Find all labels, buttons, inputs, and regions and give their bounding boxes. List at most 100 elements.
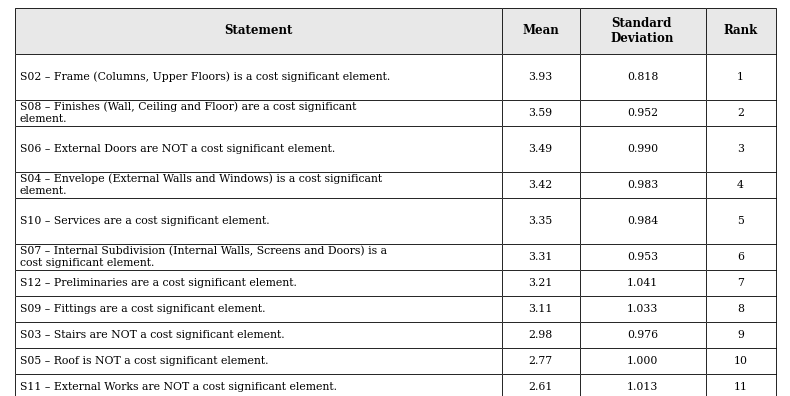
Text: 0.952: 0.952 [627,108,658,118]
Bar [705,100,776,126]
Text: 2.98: 2.98 [529,330,553,340]
Bar [14,54,502,100]
Bar [14,244,502,270]
Bar [705,8,776,54]
Text: S12 – Preliminaries are a cost significant element.: S12 – Preliminaries are a cost significa… [20,278,296,288]
Bar [502,100,580,126]
Bar [14,374,502,396]
Bar [14,374,502,396]
Text: 3.59: 3.59 [529,108,552,118]
Text: 11: 11 [733,382,747,392]
Bar [705,322,776,348]
Bar [580,296,705,322]
Text: S05 – Roof is NOT a cost significant element.: S05 – Roof is NOT a cost significant ele… [20,356,268,366]
Text: 3.93: 3.93 [529,72,553,82]
Bar [580,100,705,126]
Text: 8: 8 [737,304,744,314]
Bar [580,244,705,270]
Bar [14,296,502,322]
Text: S10 – Services are a cost significant element.: S10 – Services are a cost significant el… [20,216,269,226]
Text: 1: 1 [737,72,744,82]
Bar [580,126,705,172]
Bar [705,270,776,296]
Bar [580,322,705,348]
Bar [705,270,776,296]
Text: Standard
Deviation: Standard Deviation [611,17,674,45]
Bar [502,54,580,100]
Bar [502,126,580,172]
Bar [705,126,776,172]
Text: S08 – Finishes (Wall, Ceiling and Floor) are a cost significant
element.: S08 – Finishes (Wall, Ceiling and Floor)… [20,102,356,124]
Text: S04 – Envelope (External Walls and Windows) is a cost significant
element.: S04 – Envelope (External Walls and Windo… [20,174,382,196]
Bar [580,348,705,374]
Text: 3.35: 3.35 [529,216,553,226]
Text: 2.61: 2.61 [529,382,553,392]
Bar [580,296,705,322]
Bar [502,172,580,198]
Text: 1.041: 1.041 [627,278,658,288]
Text: 4: 4 [737,180,744,190]
Bar [705,100,776,126]
Text: Rank: Rank [724,25,758,38]
Text: 0.953: 0.953 [627,252,658,262]
Bar [580,54,705,100]
Bar [14,100,502,126]
Bar [14,126,502,172]
Bar [14,348,502,374]
Bar [502,296,580,322]
Bar [705,54,776,100]
Text: S11 – External Works are NOT a cost significant element.: S11 – External Works are NOT a cost sign… [20,382,337,392]
Text: Mean: Mean [522,25,559,38]
Text: 0.990: 0.990 [627,144,658,154]
Bar [502,348,580,374]
Text: 6: 6 [737,252,744,262]
Text: 0.983: 0.983 [627,180,658,190]
Bar [705,172,776,198]
Bar [705,244,776,270]
Text: 1.033: 1.033 [626,304,658,314]
Bar [705,296,776,322]
Bar [580,374,705,396]
Bar [14,198,502,244]
Bar [705,126,776,172]
Bar [502,244,580,270]
Bar [580,8,705,54]
Bar [705,374,776,396]
Text: 2.77: 2.77 [529,356,552,366]
Bar [502,198,580,244]
Text: Statement: Statement [224,25,292,38]
Bar [14,244,502,270]
Bar [580,198,705,244]
Bar [580,244,705,270]
Bar [580,270,705,296]
Bar [580,100,705,126]
Bar [580,172,705,198]
Bar [705,244,776,270]
Bar [580,270,705,296]
Text: S06 – External Doors are NOT a cost significant element.: S06 – External Doors are NOT a cost sign… [20,144,335,154]
Text: S07 – Internal Subdivision (Internal Walls, Screens and Doors) is a
cost signifi: S07 – Internal Subdivision (Internal Wal… [20,246,386,268]
Bar [705,172,776,198]
Bar [502,322,580,348]
Bar [14,270,502,296]
Bar [502,126,580,172]
Bar [580,8,705,54]
Bar [705,54,776,100]
Bar [502,374,580,396]
Bar [14,322,502,348]
Text: 0.976: 0.976 [627,330,658,340]
Bar [705,348,776,374]
Bar [502,8,580,54]
Text: 0.984: 0.984 [627,216,658,226]
Bar [705,198,776,244]
Bar [502,374,580,396]
Text: S02 – Frame (Columns, Upper Floors) is a cost significant element.: S02 – Frame (Columns, Upper Floors) is a… [20,72,389,82]
Bar [14,172,502,198]
Bar [14,172,502,198]
Bar [502,270,580,296]
Bar [502,172,580,198]
Bar [705,322,776,348]
Bar [14,296,502,322]
Bar [705,198,776,244]
Bar [580,198,705,244]
